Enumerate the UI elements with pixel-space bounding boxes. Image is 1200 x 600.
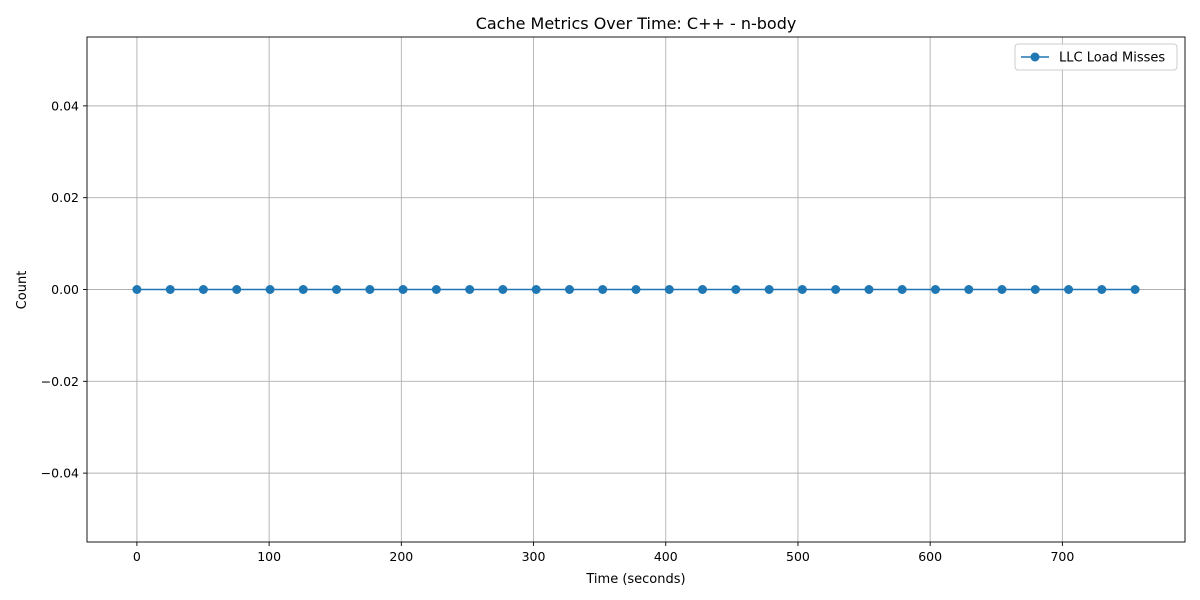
data-point: [165, 285, 175, 294]
data-point: [864, 285, 874, 294]
data-point: [265, 285, 275, 294]
data-point: [964, 285, 974, 294]
data-point: [664, 285, 674, 294]
data-point: [598, 285, 608, 294]
x-tick-label: 700: [1050, 549, 1074, 564]
data-point: [232, 285, 242, 294]
legend-box: [1014, 43, 1178, 71]
y-tick-label: 0.02: [51, 190, 79, 205]
data-point: [1097, 285, 1107, 294]
data-point: [132, 285, 142, 294]
x-tick-label: 500: [786, 549, 810, 564]
data-point: [698, 285, 708, 294]
x-tick-label: 0: [133, 549, 141, 564]
series-layer: [132, 285, 1140, 294]
x-axis-ticks: 0 100 200 300 400 500 600 700: [133, 542, 1074, 564]
data-point: [431, 285, 441, 294]
data-point: [930, 285, 940, 294]
data-point: [731, 285, 741, 294]
data-point: [831, 285, 841, 294]
legend-marker-swatch: [1030, 52, 1040, 62]
y-axis-label: Count: [15, 271, 30, 310]
data-point: [797, 285, 807, 294]
data-point: [997, 285, 1007, 294]
data-point: [764, 285, 774, 294]
data-point: [1064, 285, 1074, 294]
data-point: [1030, 285, 1040, 294]
legend: LLC Load Misses: [1014, 43, 1178, 71]
chart-title: Cache Metrics Over Time: C++ - n-body: [476, 14, 797, 33]
y-tick-label: −0.02: [41, 374, 79, 389]
y-tick-label: −0.04: [41, 466, 79, 481]
data-point: [465, 285, 475, 294]
data-point: [398, 285, 408, 294]
x-tick-label: 600: [918, 549, 942, 564]
data-point: [631, 285, 641, 294]
x-tick-label: 200: [389, 549, 413, 564]
x-axis-label: Time (seconds): [585, 572, 685, 587]
data-point: [365, 285, 375, 294]
data-point: [531, 285, 541, 294]
y-tick-label: 0.00: [51, 282, 79, 297]
x-tick-label: 100: [257, 549, 281, 564]
y-tick-label: 0.04: [51, 98, 79, 113]
data-point: [1130, 285, 1140, 294]
data-point: [564, 285, 574, 294]
data-point: [198, 285, 208, 294]
x-tick-label: 400: [654, 549, 678, 564]
legend-label: LLC Load Misses: [1059, 51, 1165, 66]
x-tick-label: 300: [522, 549, 546, 564]
y-axis-ticks: −0.04 −0.02 0.00 0.02 0.04: [41, 98, 87, 481]
data-point: [332, 285, 342, 294]
data-point: [298, 285, 308, 294]
data-point: [498, 285, 508, 294]
data-point: [897, 285, 907, 294]
